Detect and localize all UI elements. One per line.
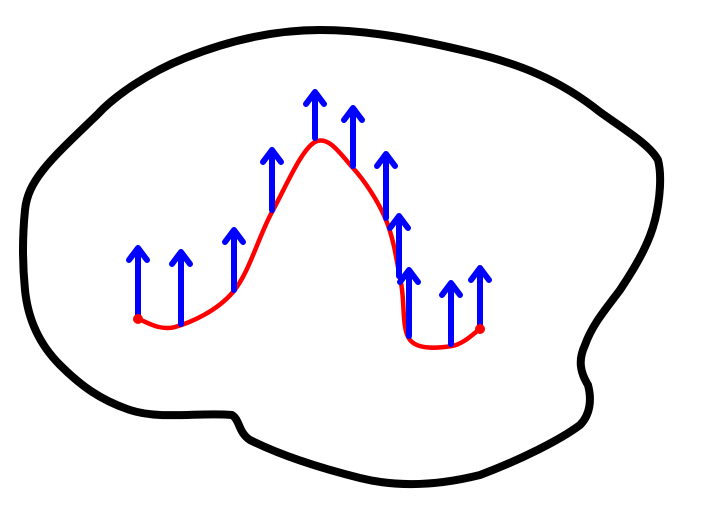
curve-end-point: [475, 324, 485, 334]
arrow-head: [222, 227, 246, 245]
up-arrow: [126, 245, 150, 318]
up-arrow: [397, 267, 421, 339]
curve-start-point: [133, 314, 143, 324]
region-outline: [19, 26, 665, 489]
up-arrow: [260, 147, 284, 213]
arrow-head: [303, 89, 327, 107]
arrow-head: [260, 147, 284, 165]
up-arrow: [387, 213, 411, 279]
up-arrow: [374, 151, 398, 221]
arrow-head: [169, 249, 193, 267]
arrow-head: [387, 213, 411, 231]
arrow-head: [374, 151, 398, 169]
up-arrow: [222, 227, 246, 293]
up-arrow: [468, 265, 492, 329]
arrow-head: [397, 267, 421, 285]
red-curve: [135, 138, 483, 350]
arrow-head: [341, 105, 365, 123]
up-arrow: [341, 105, 365, 169]
arrow-head: [468, 265, 492, 283]
up-arrow: [303, 89, 327, 141]
up-arrow: [439, 280, 463, 347]
arrow-head: [439, 280, 463, 298]
arrow-head: [126, 245, 150, 263]
up-arrow: [169, 249, 193, 327]
arrow-group: [126, 89, 492, 347]
